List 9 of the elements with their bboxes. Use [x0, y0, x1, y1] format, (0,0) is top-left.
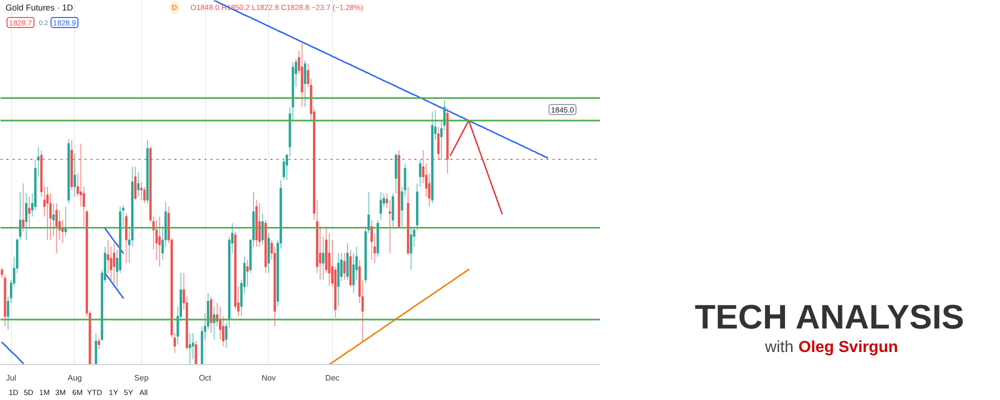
text: TECH ANALYSIS	[694, 298, 964, 336]
text: Gold Futures · 1D	[6, 2, 74, 12]
x-tick-label: Jul	[6, 374, 16, 382]
x-tick-label: Nov	[262, 374, 276, 382]
x-tick-label: Oct	[198, 374, 212, 382]
x-tick-label: Dec	[325, 374, 340, 382]
x-tick-label: Sep	[134, 374, 150, 382]
x-tick-label: Aug	[68, 374, 82, 382]
text: with Oleg Svirgun	[764, 339, 898, 356]
